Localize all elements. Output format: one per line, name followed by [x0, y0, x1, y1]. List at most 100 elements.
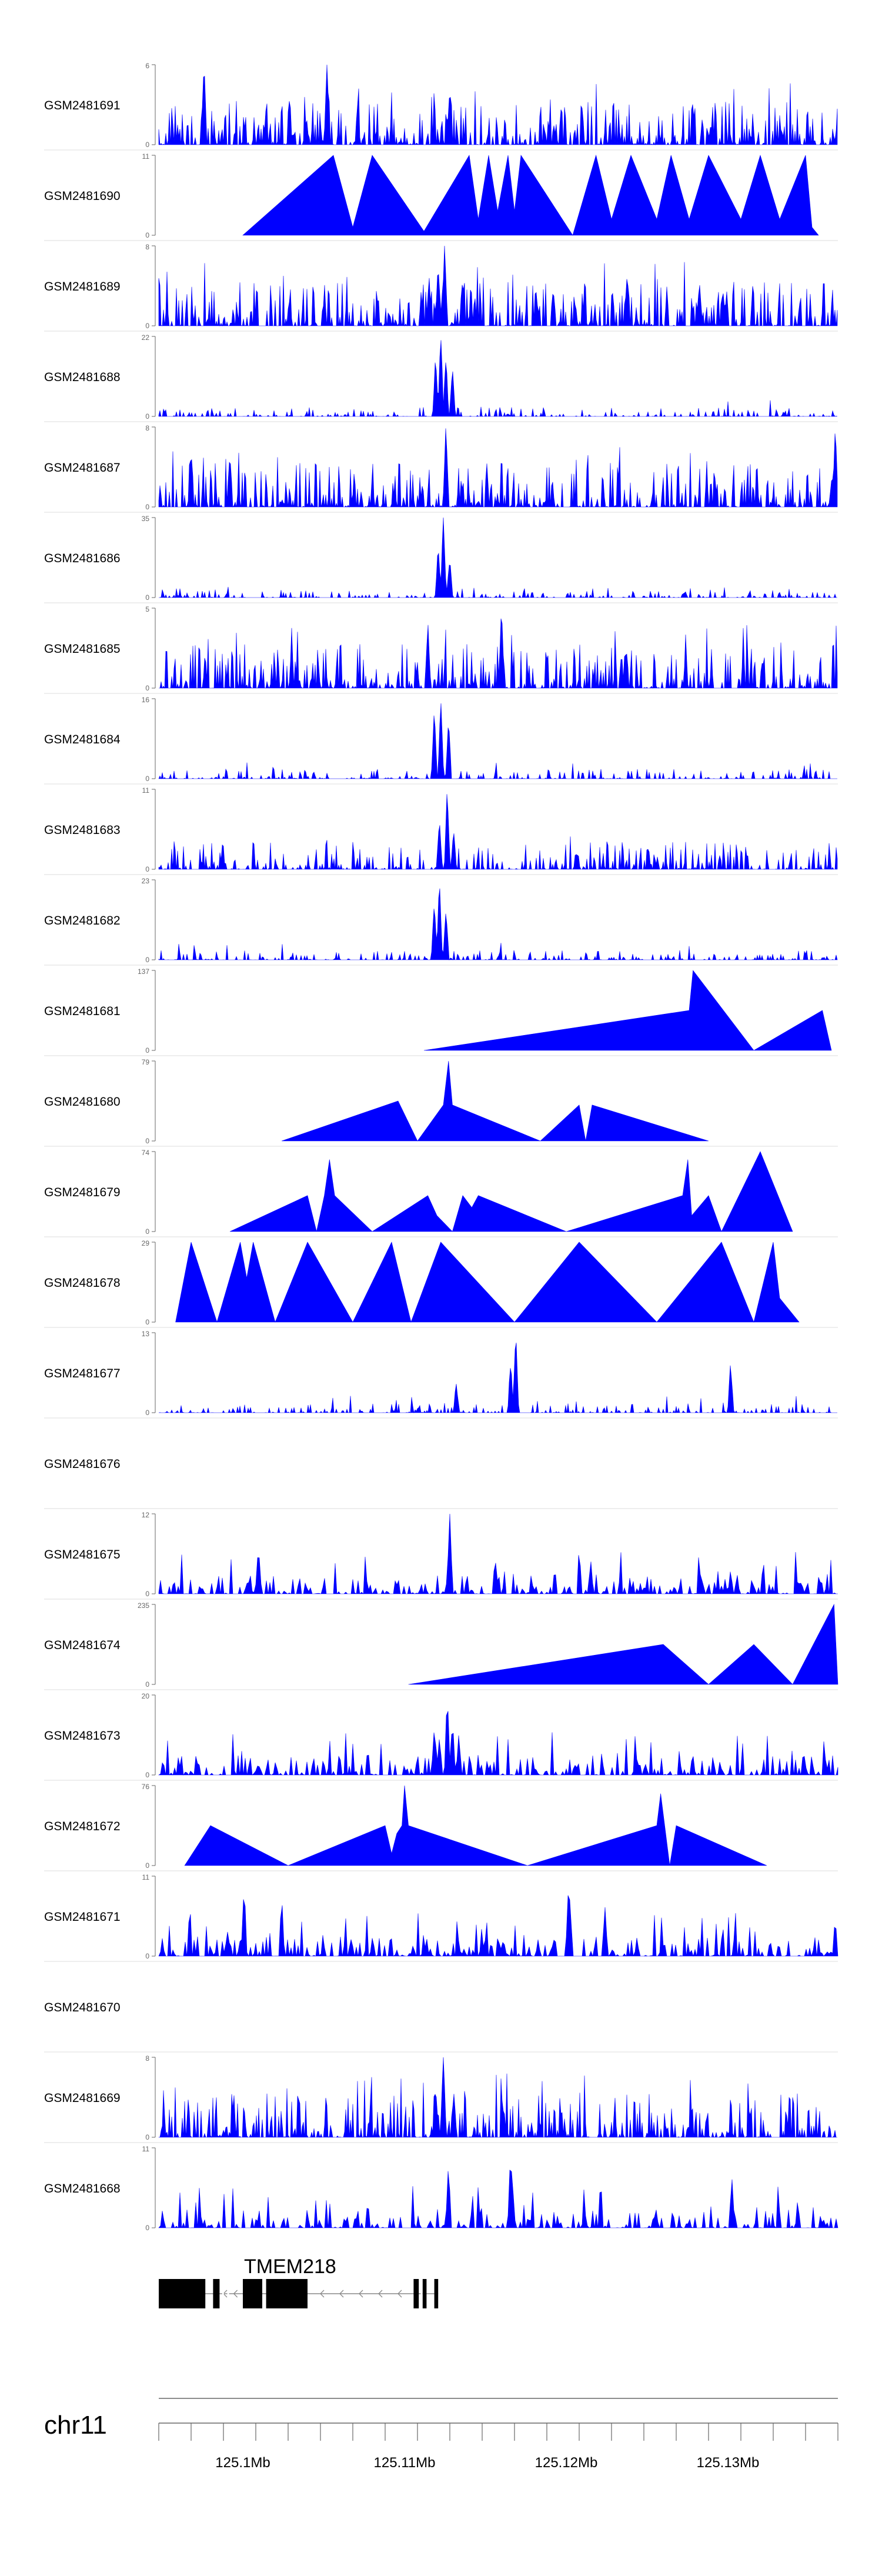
track-label: GSM2481689 [44, 280, 121, 293]
coverage-area [158, 245, 838, 327]
gene-exon [213, 2279, 220, 2308]
y-tick-label-min: 0 [145, 1680, 149, 1689]
coverage-area [158, 1711, 838, 1776]
axis-tick-label: 125.13Mb [697, 2455, 760, 2471]
y-tick-label-max: 13 [142, 1330, 150, 1338]
track-GSM2481683: GSM2481683 11 0 [44, 783, 838, 873]
coverage-area [158, 794, 838, 870]
track-GSM2481673: GSM2481673 20 0 [44, 1689, 838, 1779]
y-tick-label-max: 35 [142, 515, 150, 523]
coverage-area [158, 1342, 837, 1414]
coverage-area [408, 1603, 838, 1685]
y-tick-label-min: 0 [145, 1318, 149, 1326]
y-tick-label-max: 8 [145, 424, 149, 432]
y-tick-label-min: 0 [145, 2133, 149, 2141]
strand-arrow [233, 2290, 238, 2298]
chromosome-label: chr11 [44, 2411, 107, 2440]
strand-arrow [339, 2290, 344, 2298]
strand-arrow [320, 2290, 325, 2298]
strand-arrow [359, 2290, 363, 2298]
track-label: GSM2481670 [44, 2001, 121, 2014]
y-tick-label-max: 137 [138, 967, 149, 976]
coverage-area [158, 1513, 838, 1595]
coverage-area [229, 1151, 793, 1232]
coverage-area [423, 970, 832, 1051]
y-tick-label-min: 0 [145, 1861, 149, 1870]
strand-arrow [397, 2290, 402, 2298]
coverage-area [281, 1060, 709, 1142]
y-tick-label-max: 22 [142, 333, 150, 342]
track-GSM2481678: GSM2481678 29 0 [44, 1236, 838, 1326]
track-label: GSM2481686 [44, 552, 121, 565]
track-label: GSM2481675 [44, 1548, 121, 1561]
y-tick-label-min: 0 [145, 1952, 149, 1960]
axis-tick-label: 125.1Mb [215, 2455, 270, 2471]
y-tick-label-max: 16 [142, 696, 150, 704]
track-GSM2481670: GSM2481670 [44, 1961, 838, 2014]
y-tick-label-min: 0 [145, 412, 149, 421]
track-label: GSM2481684 [44, 733, 121, 746]
y-tick-label-min: 0 [145, 684, 149, 692]
track-label: GSM2481682 [44, 914, 121, 927]
track-label: GSM2481683 [44, 823, 121, 837]
y-tick-label-min: 0 [145, 2224, 149, 2232]
coverage-area [158, 1895, 838, 1957]
y-tick-label-max: 235 [138, 1601, 149, 1610]
coverage-area [158, 888, 838, 961]
track-GSM2481681: GSM2481681 137 0 [44, 965, 838, 1055]
coverage-area [184, 1785, 767, 1866]
track-GSM2481682: GSM2481682 23 0 [44, 874, 838, 964]
exon-gap [227, 2279, 229, 2308]
track-GSM2481679: GSM2481679 74 0 [44, 1146, 838, 1236]
y-tick-label-min: 0 [145, 775, 149, 783]
y-tick-label-max: 76 [142, 1783, 150, 1791]
y-tick-label-min: 0 [145, 322, 149, 330]
exon-gap [222, 2279, 224, 2308]
y-tick-label-max: 11 [142, 1873, 150, 1881]
track-GSM2481677: GSM2481677 13 0 [44, 1327, 838, 1417]
track-label: GSM2481672 [44, 1820, 121, 1833]
track-GSM2481675: GSM2481675 12 0 [44, 1508, 838, 1598]
y-tick-label-min: 0 [145, 1771, 149, 1779]
track-label: GSM2481676 [44, 1457, 121, 1471]
coverage-area [159, 618, 838, 689]
track-GSM2481688: GSM2481688 22 0 [44, 331, 838, 421]
gene-exon [413, 2279, 419, 2308]
y-tick-label-min: 0 [145, 141, 149, 149]
track-label: GSM2481680 [44, 1095, 121, 1109]
y-tick-label-max: 8 [145, 2054, 149, 2063]
coverage-area [175, 1242, 800, 1323]
y-tick-label-max: 8 [145, 243, 149, 251]
track-label: GSM2481691 [44, 99, 121, 112]
y-tick-label-max: 74 [142, 1149, 150, 1157]
genome-axis: 125.1Mb 125.11Mb 125.12Mb 125.13Mb [158, 2398, 838, 2471]
track-label: GSM2481669 [44, 2091, 121, 2105]
gene-exon [434, 2279, 439, 2308]
gene-exon [266, 2279, 308, 2308]
track-GSM2481686: GSM2481686 35 0 [44, 512, 838, 602]
gene-exon [159, 2279, 206, 2308]
track-GSM2481689: GSM2481689 8 0 [44, 240, 838, 330]
y-tick-label-max: 12 [142, 1511, 150, 1519]
track-label: GSM2481671 [44, 1910, 121, 1924]
y-tick-label-min: 0 [145, 1227, 149, 1236]
track-label: GSM2481677 [44, 1367, 121, 1380]
y-tick-label-min: 0 [145, 865, 149, 873]
strand-arrow [378, 2290, 383, 2298]
y-tick-label-min: 0 [145, 593, 149, 602]
axis-tick-label: 125.12Mb [535, 2455, 598, 2471]
y-tick-label-max: 20 [142, 1692, 150, 1700]
y-tick-label-max: 11 [142, 152, 150, 161]
track-GSM2481676: GSM2481676 [44, 1417, 838, 1471]
coverage-area [158, 428, 838, 508]
gene-exon [243, 2279, 262, 2308]
track-GSM2481674: GSM2481674 235 0 [44, 1599, 838, 1689]
y-tick-label-min: 0 [145, 1409, 149, 1417]
y-tick-label-min: 0 [145, 1590, 149, 1598]
track-GSM2481690: GSM2481690 11 0 [44, 149, 838, 239]
gene-exon [422, 2279, 427, 2308]
coverage-area [242, 154, 819, 236]
track-GSM2481687: GSM2481687 8 0 [44, 421, 838, 511]
track-label: GSM2481674 [44, 1639, 121, 1652]
track-GSM2481685: GSM2481685 5 0 [44, 602, 838, 692]
